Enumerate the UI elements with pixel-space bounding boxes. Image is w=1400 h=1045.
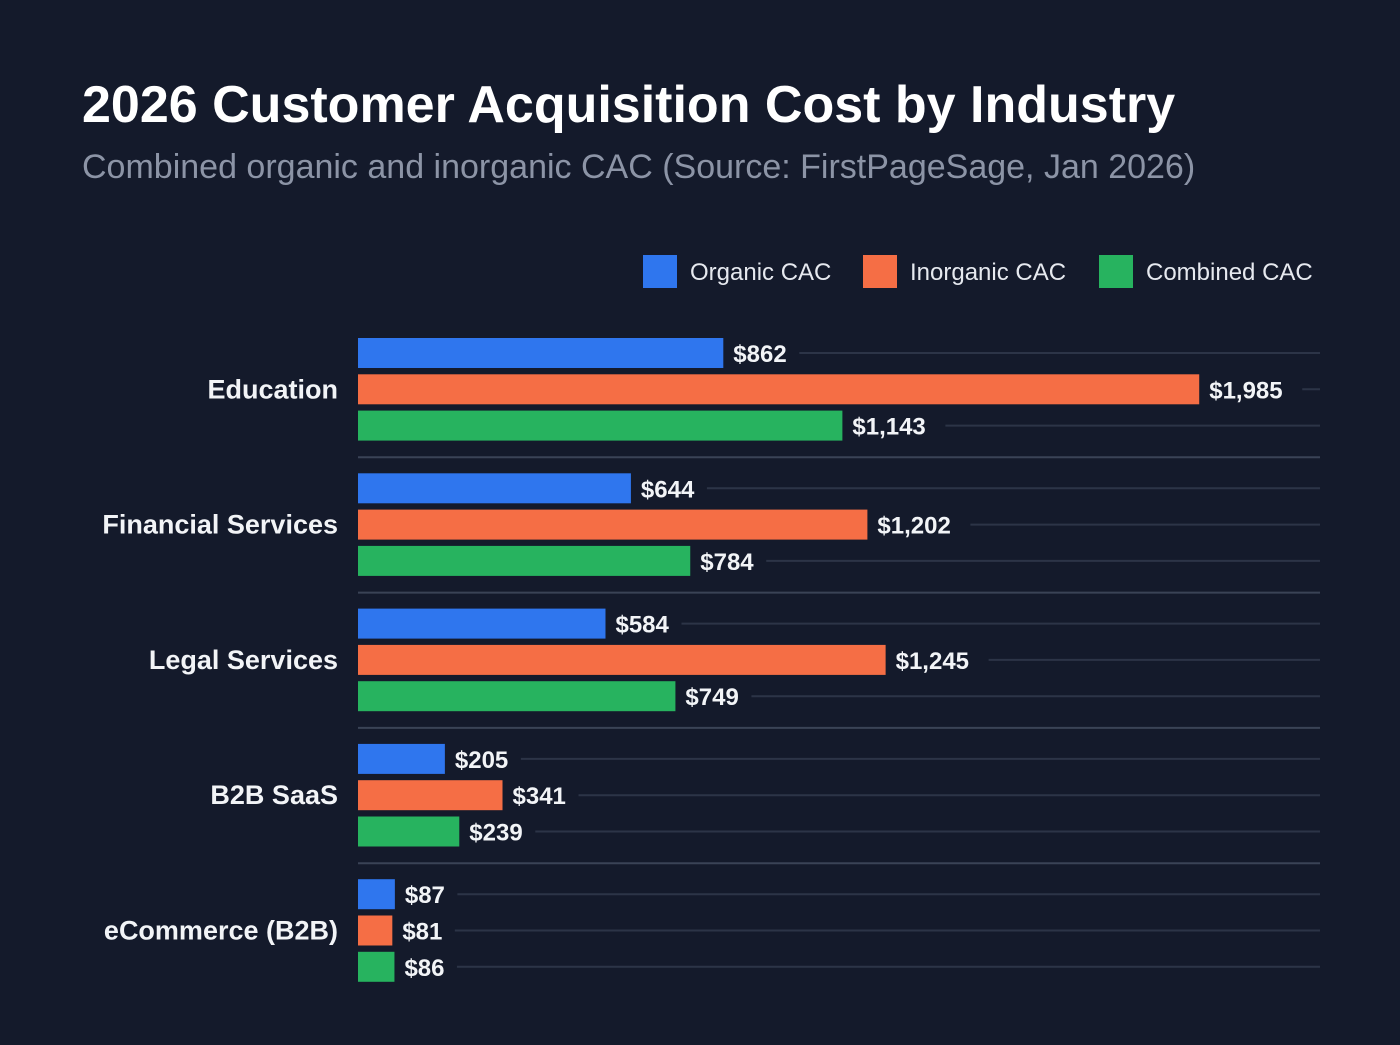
chart-title: 2026 Customer Acquisition Cost by Indust… — [82, 76, 1175, 134]
legend-swatch — [863, 255, 897, 288]
data-label: $1,985 — [1209, 377, 1282, 404]
data-label: $86 — [404, 955, 444, 982]
bar-combined-cac — [358, 816, 460, 847]
data-label: $205 — [455, 747, 508, 774]
bar-inorganic-cac — [358, 374, 1200, 405]
bar-organic-cac — [358, 608, 606, 639]
bar-organic-cac — [358, 338, 724, 368]
bar-inorganic-cac — [358, 915, 393, 946]
data-label: $749 — [685, 684, 738, 711]
data-label: $341 — [513, 783, 566, 810]
data-label: $81 — [402, 919, 442, 946]
data-label: $1,202 — [877, 513, 950, 540]
legend-label: Inorganic CAC — [910, 259, 1066, 286]
data-label: $784 — [700, 549, 754, 576]
data-label: $862 — [733, 341, 786, 368]
gridlines — [358, 352, 1320, 968]
bar-inorganic-cac — [358, 509, 868, 540]
legend-swatch — [643, 255, 677, 288]
category-label: Financial Services — [102, 510, 338, 540]
data-label: $1,245 — [896, 648, 969, 675]
data-label: $87 — [405, 882, 445, 909]
data-label: $644 — [641, 476, 695, 503]
category-label: B2B SaaS — [210, 780, 338, 810]
bar-combined-cac — [358, 951, 395, 982]
bar-organic-cac — [358, 743, 445, 774]
category-label: eCommerce (B2B) — [104, 916, 338, 946]
bar-organic-cac — [358, 473, 631, 504]
bars: Education $862 $1,985 $1,143 Financial Servi… — [102, 338, 1283, 982]
data-label: $584 — [615, 612, 669, 639]
legend-label: Organic CAC — [690, 259, 831, 286]
legend: Organic CAC Inorganic CAC Combined CAC — [643, 255, 1313, 288]
bar-inorganic-cac — [358, 644, 886, 675]
bar-inorganic-cac — [358, 780, 503, 811]
bar-organic-cac — [358, 879, 395, 910]
bar-combined-cac — [358, 545, 691, 576]
legend-swatch — [1099, 255, 1133, 288]
category-label: Legal Services — [149, 645, 338, 675]
bar-combined-cac — [358, 410, 843, 441]
bar-combined-cac — [358, 681, 676, 712]
data-label: $1,143 — [852, 414, 925, 441]
data-label: $239 — [469, 820, 522, 847]
category-label: Education — [207, 374, 338, 404]
legend-label: Combined CAC — [1146, 259, 1313, 286]
chart-subtitle: Combined organic and inorganic CAC (Sour… — [82, 148, 1195, 186]
